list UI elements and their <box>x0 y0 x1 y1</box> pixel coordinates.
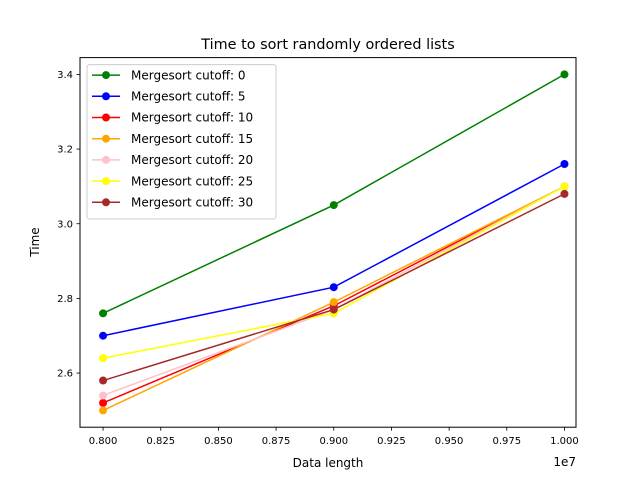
legend-item: Mergesort cutoff: 15 <box>92 132 253 146</box>
x-tick-label: 0.900 <box>319 436 348 447</box>
legend-label: Mergesort cutoff: 25 <box>131 174 253 188</box>
data-point <box>99 331 108 340</box>
legend-marker <box>102 71 110 80</box>
data-point <box>560 70 569 79</box>
legend-item: Mergesort cutoff: 20 <box>92 153 253 167</box>
y-tick-label: 2.6 <box>57 369 73 380</box>
data-point <box>329 298 338 307</box>
x-tick-label: 0.950 <box>435 436 464 447</box>
data-point <box>99 309 108 318</box>
x-tick-label: 0.800 <box>89 436 118 447</box>
legend-label: Mergesort cutoff: 5 <box>131 90 246 104</box>
data-point <box>99 391 108 400</box>
legend-box <box>86 64 277 220</box>
legend-label: Mergesort cutoff: 0 <box>131 68 246 82</box>
data-point <box>329 201 338 210</box>
x-axis-label: Data length <box>293 456 364 470</box>
legend-label: Mergesort cutoff: 30 <box>131 196 253 210</box>
legend-marker <box>102 113 110 122</box>
legend-item: Mergesort cutoff: 5 <box>92 90 246 104</box>
legend-item: Mergesort cutoff: 10 <box>92 111 253 125</box>
legend-marker <box>102 134 110 143</box>
y-tick-label: 2.8 <box>57 294 73 305</box>
y-axis-ticks: 2.6 2.8 3.0 3.2 3.4 <box>57 70 80 380</box>
y-tick-label: 3.0 <box>57 219 73 230</box>
data-point <box>99 354 108 363</box>
legend-marker <box>102 177 110 186</box>
series-layer <box>99 70 569 415</box>
legend-item: Mergesort cutoff: 0 <box>92 68 246 82</box>
y-axis-label: Time <box>28 227 42 257</box>
data-point <box>560 160 569 168</box>
x-tick-label: 1.000 <box>550 436 579 447</box>
y-tick-label: 3.2 <box>57 145 73 156</box>
series-6 <box>99 189 569 385</box>
x-tick-label: 0.825 <box>146 436 175 447</box>
chart-title: Time to sort randomly ordered lists <box>200 37 454 53</box>
x-axis-multiplier: 1e7 <box>553 455 576 469</box>
x-tick-label: 0.850 <box>204 436 233 447</box>
legend-item: Mergesort cutoff: 25 <box>92 174 253 188</box>
legend-label: Mergesort cutoff: 10 <box>131 111 253 125</box>
legend-item: Mergesort cutoff: 30 <box>92 196 253 210</box>
legend: Mergesort cutoff: 0 Mergesort cutoff: 5 Me… <box>86 64 277 220</box>
x-tick-label: 0.875 <box>262 436 291 447</box>
data-point <box>99 406 108 415</box>
legend-marker <box>102 92 110 101</box>
data-point <box>560 189 569 198</box>
x-tick-label: 0.925 <box>377 436 406 447</box>
y-tick-label: 3.4 <box>57 70 73 81</box>
data-point <box>560 182 569 191</box>
legend-label: Mergesort cutoff: 15 <box>131 132 253 146</box>
data-point <box>99 398 108 407</box>
data-point <box>99 376 108 385</box>
data-point <box>329 305 338 314</box>
series-1 <box>99 160 569 340</box>
data-point <box>329 283 338 292</box>
legend-marker <box>102 155 110 164</box>
series-0 <box>99 70 569 318</box>
plot-area-frame <box>79 57 577 428</box>
legend-label: Mergesort cutoff: 20 <box>131 153 253 167</box>
x-tick-label: 0.975 <box>492 436 521 447</box>
x-axis-ticks: 0.800 0.825 0.850 0.875 0.900 0.925 0.950 0.975… <box>89 427 579 447</box>
legend-marker <box>102 198 110 207</box>
